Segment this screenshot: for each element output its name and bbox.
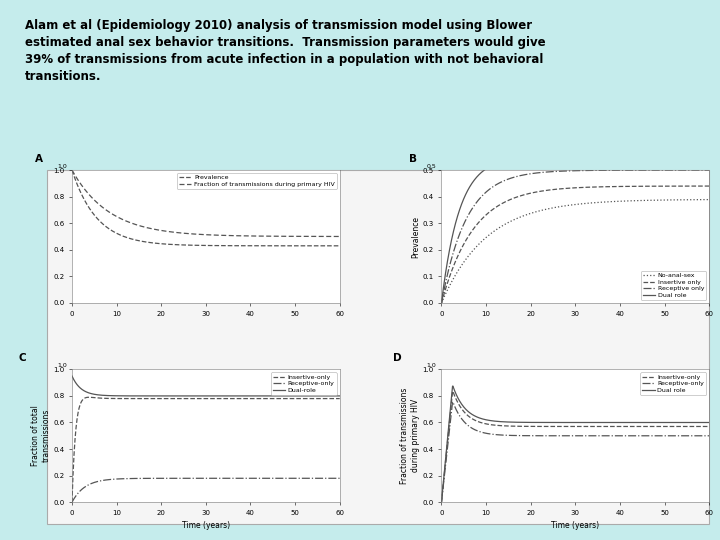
Text: C: C bbox=[19, 353, 26, 363]
Y-axis label: Fraction of total
transmissions: Fraction of total transmissions bbox=[31, 406, 50, 466]
Legend: No-anal-sex, Insertive only, Receptive only, Dual role: No-anal-sex, Insertive only, Receptive o… bbox=[641, 271, 706, 300]
Legend: Insertive-only, Receptive-only, Dual-role: Insertive-only, Receptive-only, Dual-rol… bbox=[271, 373, 337, 395]
X-axis label: Time (years): Time (years) bbox=[552, 522, 599, 530]
Text: Alam et al (Epidemiology 2010) analysis of transmission model using Blower
estim: Alam et al (Epidemiology 2010) analysis … bbox=[25, 19, 546, 83]
Y-axis label: Prevalence: Prevalence bbox=[411, 215, 420, 258]
Text: B: B bbox=[410, 154, 418, 164]
Text: 1.0: 1.0 bbox=[426, 363, 436, 368]
Text: 1.0: 1.0 bbox=[57, 363, 67, 368]
Text: 0.5: 0.5 bbox=[426, 164, 436, 169]
Legend: Insertive-only, Receptive-only, Dual role: Insertive-only, Receptive-only, Dual rol… bbox=[641, 373, 706, 395]
Text: 1.0: 1.0 bbox=[57, 164, 67, 169]
Legend: Prevalence, Fraction of transmissions during primary HIV: Prevalence, Fraction of transmissions du… bbox=[177, 173, 337, 189]
Y-axis label: Fraction of transmissions
during primary HIV: Fraction of transmissions during primary… bbox=[400, 388, 420, 484]
Text: D: D bbox=[393, 353, 402, 363]
X-axis label: Time (years): Time (years) bbox=[182, 522, 230, 530]
Text: A: A bbox=[35, 154, 42, 164]
